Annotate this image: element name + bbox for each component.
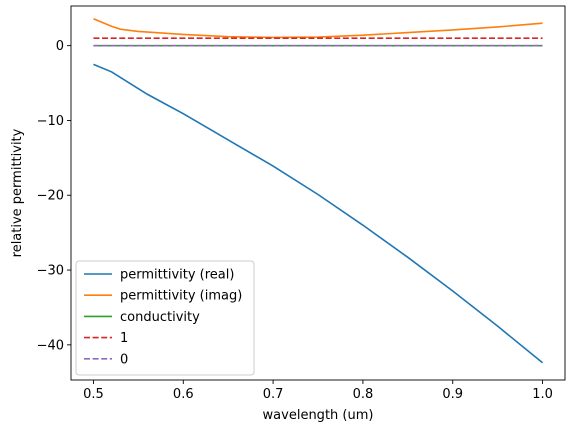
y-tick-label: −10	[37, 114, 64, 129]
plot-frame	[70, 5, 566, 381]
y-tick-label: 0	[56, 39, 64, 54]
legend: permittivity (real) permittivity (imag) co…	[75, 260, 255, 376]
x-axis-label: wavelength (um)	[263, 408, 374, 423]
y-tick-label: −30	[37, 264, 64, 279]
y-axis-label: relative permittivity	[10, 128, 25, 257]
x-tick-label: 0.5	[83, 387, 104, 402]
y-tick-label: −40	[37, 338, 64, 353]
series-line-1	[93, 17, 543, 39]
legend-label: permittivity (real)	[120, 268, 234, 283]
series-line-0	[93, 63, 544, 364]
x-tick-label: 0.6	[173, 387, 194, 402]
x-tick-label: 1.0	[532, 387, 553, 402]
legend-label: 1	[120, 331, 128, 346]
legend-label: permittivity (imag)	[120, 289, 242, 304]
y-tick-label: −20	[37, 189, 64, 204]
legend-label: 0	[120, 352, 128, 367]
x-tick-label: 0.9	[442, 387, 463, 402]
y-axis-ticks: 0 −10 −20 −30 −40	[37, 39, 71, 353]
x-axis-ticks: 0.5 0.6 0.7 0.8 0.9 1.0	[83, 380, 553, 402]
legend-label: conductivity	[120, 310, 200, 325]
x-tick-label: 0.7	[263, 387, 284, 402]
x-tick-label: 0.8	[353, 387, 374, 402]
legend-box	[75, 260, 255, 376]
series-layer	[93, 17, 544, 364]
